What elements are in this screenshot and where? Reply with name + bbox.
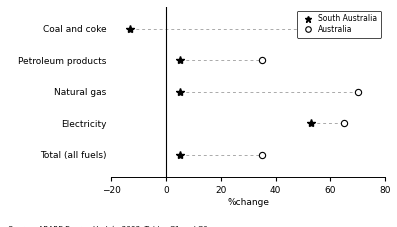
Text: Source: ABARE Energy Update 2008, Tables C1 and C6: Source: ABARE Energy Update 2008, Tables… (8, 225, 207, 227)
X-axis label: %change: %change (227, 198, 269, 207)
Legend: South Australia, Australia: South Australia, Australia (297, 11, 381, 38)
